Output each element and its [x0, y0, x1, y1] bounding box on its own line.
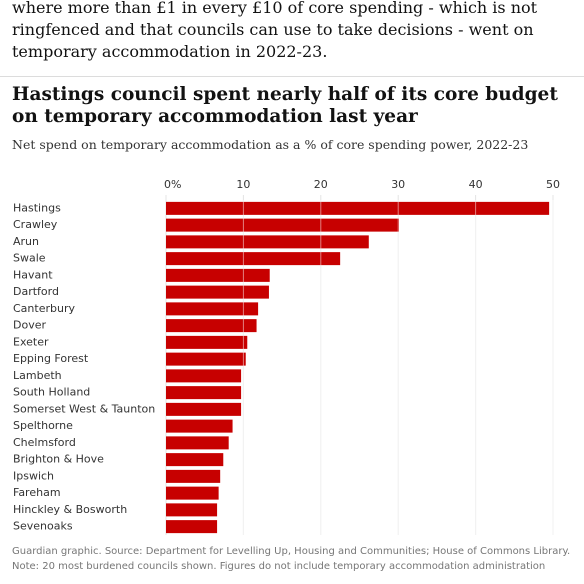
y-tick-label: Canterbury: [13, 302, 75, 315]
y-tick-label: Havant: [13, 268, 53, 281]
y-tick-label: Dover: [13, 319, 46, 332]
bar: [166, 436, 229, 450]
footnote: Note: 20 most burdened councils shown. F…: [12, 561, 546, 572]
bar: [166, 252, 341, 266]
y-tick-label: Hastings: [13, 201, 61, 214]
source-note: Guardian graphic. Source: Department for…: [12, 546, 571, 557]
bar: [166, 218, 399, 232]
divider: [0, 76, 584, 77]
y-tick-label: Fareham: [13, 486, 61, 499]
bar: [166, 503, 218, 517]
bar: [166, 268, 270, 282]
x-tick-label: 30: [391, 178, 405, 191]
y-tick-label: Hinckley & Bosworth: [13, 503, 127, 516]
y-tick-label: Chelmsford: [13, 436, 76, 449]
y-tick-label: Swale: [13, 252, 46, 265]
bar: [166, 235, 369, 249]
bar: [166, 386, 242, 400]
bar: [166, 520, 218, 534]
y-tick-label: Arun: [13, 235, 39, 248]
x-tick-label: 10: [236, 178, 250, 191]
y-tick-label: Exeter: [13, 335, 49, 348]
bar: [166, 369, 242, 383]
y-tick-label: Somerset West & Taunton: [13, 402, 155, 415]
chart-subtitle: Net spend on temporary accommodation as …: [12, 137, 529, 152]
y-tick-label: Crawley: [13, 218, 58, 231]
x-tick-label: 40: [469, 178, 483, 191]
y-tick-label: Lambeth: [13, 369, 62, 382]
bar: [166, 285, 269, 299]
y-tick-label: Sevenoaks: [13, 520, 73, 533]
bar: [166, 469, 221, 483]
bar: [166, 402, 242, 416]
bar: [166, 352, 246, 366]
y-tick-label: Dartford: [13, 285, 59, 298]
bar: [166, 453, 224, 467]
bar: [166, 486, 219, 500]
y-tick-label: Epping Forest: [13, 352, 89, 365]
bar: [166, 302, 259, 316]
bar: [166, 335, 248, 349]
y-tick-label: Ipswich: [13, 469, 54, 482]
y-tick-label: South Holland: [13, 386, 90, 399]
y-tick-label: Spelthorne: [13, 419, 73, 432]
chart-title: Hastings council spent nearly half of it…: [12, 84, 558, 127]
x-tick-label: 0%: [164, 178, 181, 191]
article-text: where more than £1 in every £10 of core …: [12, 0, 538, 61]
x-tick-label: 50: [546, 178, 560, 191]
x-tick-label: 20: [314, 178, 328, 191]
bar: [166, 201, 550, 215]
bar: [166, 319, 257, 333]
y-tick-label: Brighton & Hove: [13, 453, 104, 466]
bar: [166, 419, 233, 433]
